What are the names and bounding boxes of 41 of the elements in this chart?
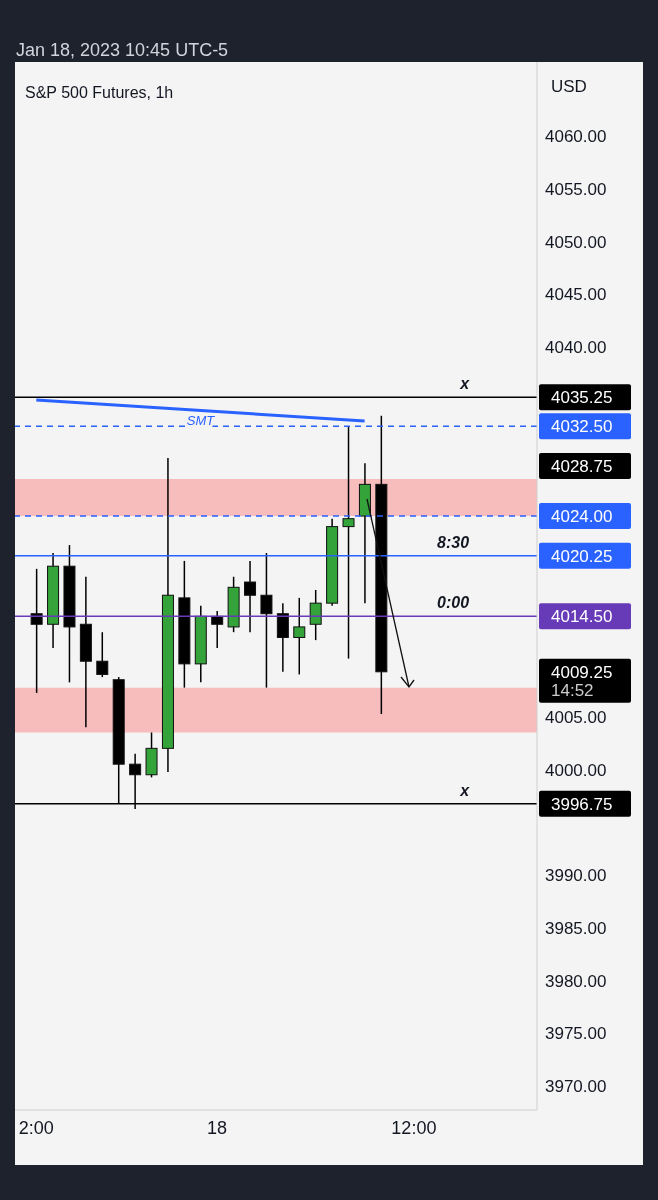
candlestick	[309, 589, 322, 641]
series-label: SMT	[186, 413, 216, 429]
text: 4028.75	[551, 456, 613, 476]
y-tick-label: 4005.00	[545, 707, 607, 727]
ref-line-label: 4032.50	[551, 417, 613, 437]
annotation: 0:00	[437, 594, 470, 612]
candlestick	[96, 631, 109, 678]
text: S&P 500 Futures, 1h	[25, 84, 174, 102]
candlestick	[293, 597, 306, 676]
candlestick	[276, 602, 289, 673]
y-axis-title: USD	[551, 77, 587, 97]
y-tick-label: 4000.00	[545, 760, 607, 780]
ref-line-label: 3996.75	[551, 794, 613, 814]
ref-line-label: 4020.25	[551, 546, 613, 566]
y-tick-label: 4045.00	[545, 285, 607, 305]
annotation: x	[459, 781, 471, 799]
x-tick-label: 12:00	[391, 1118, 437, 1138]
y-tick-label: 3980.00	[545, 971, 607, 991]
candlestick	[30, 568, 43, 694]
text: Jan 18, 2023 10:45 UTC-5	[16, 40, 229, 61]
candlestick	[260, 552, 273, 689]
y-tick-label: 4055.00	[545, 179, 607, 199]
annotation: x	[459, 375, 471, 393]
candlestick	[244, 560, 257, 633]
text: 14:52	[551, 680, 594, 700]
annotation: 8:30	[437, 533, 470, 551]
y-tick-label: 4040.00	[545, 338, 607, 358]
y-tick-label: 3985.00	[545, 918, 607, 938]
candlestick	[211, 610, 224, 649]
x-tick-label: 18	[206, 1118, 227, 1138]
y-tick-label: 3990.00	[545, 866, 607, 886]
ref-line-label: 4014.50	[551, 607, 613, 627]
ref-line-label: 4024.00	[551, 507, 613, 527]
ref-line-label: 4035.25	[551, 388, 613, 408]
candlestick	[342, 425, 355, 660]
y-tick-label: 4060.00	[545, 126, 607, 146]
y-tick-label: 4050.00	[545, 232, 607, 252]
y-tick-label: 3970.00	[545, 1077, 607, 1097]
x-tick-label: 2:00	[18, 1118, 54, 1138]
y-tick-label: 3975.00	[545, 1024, 607, 1044]
text: 4009.25	[551, 662, 613, 682]
